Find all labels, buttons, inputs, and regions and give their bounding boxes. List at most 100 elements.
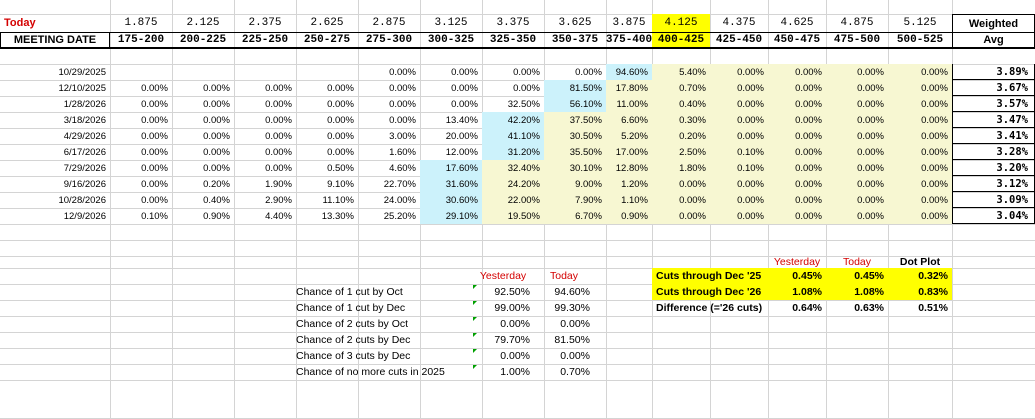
chance-today-value[interactable]: 0.70%	[560, 366, 590, 378]
probability-cell[interactable]: 0.00%	[265, 130, 292, 142]
probability-cell[interactable]: 0.00%	[768, 144, 826, 160]
probability-cell[interactable]: 2.90%	[265, 194, 292, 206]
probability-cell[interactable]: 0.10%	[710, 144, 768, 160]
probability-cell[interactable]: 42.20%	[482, 112, 544, 128]
probability-cell[interactable]: 0.00%	[652, 192, 710, 208]
probability-cell[interactable]: 0.20%	[652, 128, 710, 144]
probability-cell[interactable]: 0.00%	[389, 82, 416, 94]
probability-cell[interactable]: 0.00%	[768, 208, 826, 224]
probability-cell[interactable]: 0.00%	[203, 162, 230, 174]
meeting-date-cell[interactable]: 4/29/2026	[63, 130, 106, 142]
probability-cell[interactable]: 0.00%	[710, 112, 768, 128]
chance-today-value[interactable]: 81.50%	[554, 334, 590, 346]
probability-cell[interactable]: 0.00%	[652, 208, 710, 224]
weighted-avg-cell[interactable]: 3.47%	[952, 112, 1035, 128]
probability-cell[interactable]: 13.30%	[321, 210, 354, 222]
probability-cell[interactable]: 0.00%	[451, 98, 478, 110]
probability-cell[interactable]: 4.60%	[389, 162, 416, 174]
probability-cell[interactable]: 0.00%	[888, 64, 952, 80]
probability-cell[interactable]: 0.00%	[575, 66, 602, 78]
probability-cell[interactable]: 0.00%	[141, 162, 168, 174]
probability-cell[interactable]: 35.50%	[544, 144, 606, 160]
probability-cell[interactable]: 0.50%	[327, 162, 354, 174]
probability-cell[interactable]: 56.10%	[544, 96, 606, 112]
cuts-yesterday-value[interactable]: 1.08%	[768, 284, 826, 300]
chance-today-value[interactable]: 0.00%	[560, 350, 590, 362]
probability-cell[interactable]: 19.50%	[482, 208, 544, 224]
probability-cell[interactable]: 0.00%	[141, 114, 168, 126]
probability-cell[interactable]: 7.90%	[544, 192, 606, 208]
probability-cell[interactable]: 37.50%	[544, 112, 606, 128]
probability-cell[interactable]: 12.80%	[606, 160, 652, 176]
probability-cell[interactable]: 11.10%	[322, 194, 354, 206]
probability-cell[interactable]: 0.00%	[826, 192, 888, 208]
probability-cell[interactable]	[172, 64, 234, 80]
probability-cell[interactable]: 0.00%	[141, 178, 168, 190]
chance-today-value[interactable]: 0.00%	[560, 318, 590, 330]
chance-yesterday-value[interactable]: 0.00%	[472, 348, 534, 364]
probability-cell[interactable]: 0.00%	[768, 128, 826, 144]
cuts-today-value[interactable]: 0.45%	[826, 268, 888, 284]
cuts-dotplot-value[interactable]: 0.51%	[918, 302, 948, 314]
probability-cell[interactable]: 0.00%	[513, 66, 540, 78]
probability-cell[interactable]: 6.60%	[606, 112, 652, 128]
probability-cell[interactable]: 0.30%	[652, 112, 710, 128]
probability-cell[interactable]: 0.00%	[265, 146, 292, 158]
probability-cell[interactable]: 0.00%	[710, 208, 768, 224]
probability-cell[interactable]: 0.00%	[327, 146, 354, 158]
probability-cell[interactable]	[234, 64, 296, 80]
probability-cell[interactable]: 4.40%	[265, 210, 292, 222]
probability-cell[interactable]: 31.60%	[420, 176, 482, 192]
meeting-date-cell[interactable]: 12/10/2025	[58, 82, 106, 94]
probability-cell[interactable]: 0.00%	[826, 176, 888, 192]
probability-cell[interactable]: 0.00%	[826, 208, 888, 224]
probability-cell[interactable]: 25.20%	[383, 210, 416, 222]
probability-cell[interactable]: 0.00%	[327, 130, 354, 142]
probability-cell[interactable]: 0.00%	[203, 82, 230, 94]
probability-cell[interactable]: 0.00%	[768, 160, 826, 176]
probability-cell[interactable]: 0.00%	[141, 146, 168, 158]
cuts-yesterday-value[interactable]: 0.64%	[792, 302, 822, 314]
probability-cell[interactable]: 0.00%	[265, 98, 292, 110]
probability-cell[interactable]: 9.10%	[327, 178, 354, 190]
weighted-avg-cell[interactable]: 3.89%	[952, 64, 1035, 80]
probability-cell[interactable]: 0.00%	[265, 114, 292, 126]
weighted-avg-cell[interactable]: 3.57%	[952, 96, 1035, 112]
probability-cell[interactable]: 0.00%	[389, 66, 416, 78]
weighted-avg-cell[interactable]: 3.04%	[952, 208, 1035, 224]
probability-cell[interactable]: 6.70%	[544, 208, 606, 224]
probability-cell[interactable]: 0.00%	[327, 114, 354, 126]
probability-cell[interactable]: 0.00%	[888, 144, 952, 160]
probability-cell[interactable]: 0.00%	[710, 128, 768, 144]
probability-cell[interactable]: 0.00%	[888, 96, 952, 112]
probability-cell[interactable]: 17.00%	[606, 144, 652, 160]
probability-cell[interactable]: 9.00%	[544, 176, 606, 192]
probability-cell[interactable]: 0.90%	[203, 210, 230, 222]
probability-cell[interactable]: 0.00%	[327, 82, 354, 94]
probability-cell[interactable]: 0.00%	[389, 98, 416, 110]
meeting-date-cell[interactable]: 10/29/2025	[58, 66, 106, 78]
probability-cell[interactable]: 0.20%	[203, 178, 230, 190]
probability-cell[interactable]: 0.90%	[606, 208, 652, 224]
meeting-date-cell[interactable]: 1/28/2026	[63, 98, 106, 110]
weighted-avg-cell[interactable]: 3.20%	[952, 160, 1035, 176]
probability-cell[interactable]: 0.00%	[768, 96, 826, 112]
probability-cell[interactable]: 0.00%	[768, 80, 826, 96]
probability-cell[interactable]: 0.00%	[141, 194, 168, 206]
probability-cell[interactable]: 1.80%	[652, 160, 710, 176]
meeting-date-cell[interactable]: 12/9/2026	[63, 210, 106, 222]
probability-cell[interactable]: 0.40%	[203, 194, 230, 206]
probability-cell[interactable]: 20.00%	[445, 130, 478, 142]
probability-cell[interactable]: 0.00%	[513, 82, 540, 94]
probability-cell[interactable]: 0.00%	[710, 80, 768, 96]
probability-cell[interactable]: 32.40%	[482, 160, 544, 176]
probability-cell[interactable]: 1.20%	[606, 176, 652, 192]
meeting-date-cell[interactable]: 9/16/2026	[63, 178, 106, 190]
probability-cell[interactable]: 1.60%	[389, 146, 416, 158]
meeting-date-cell[interactable]: 10/28/2026	[58, 194, 106, 206]
chance-yesterday-value[interactable]: 1.00%	[472, 364, 534, 380]
probability-cell[interactable]: 0.00%	[141, 82, 168, 94]
probability-cell[interactable]: 0.10%	[141, 210, 168, 222]
probability-cell[interactable]: 0.00%	[203, 114, 230, 126]
probability-cell[interactable]: 0.00%	[710, 96, 768, 112]
